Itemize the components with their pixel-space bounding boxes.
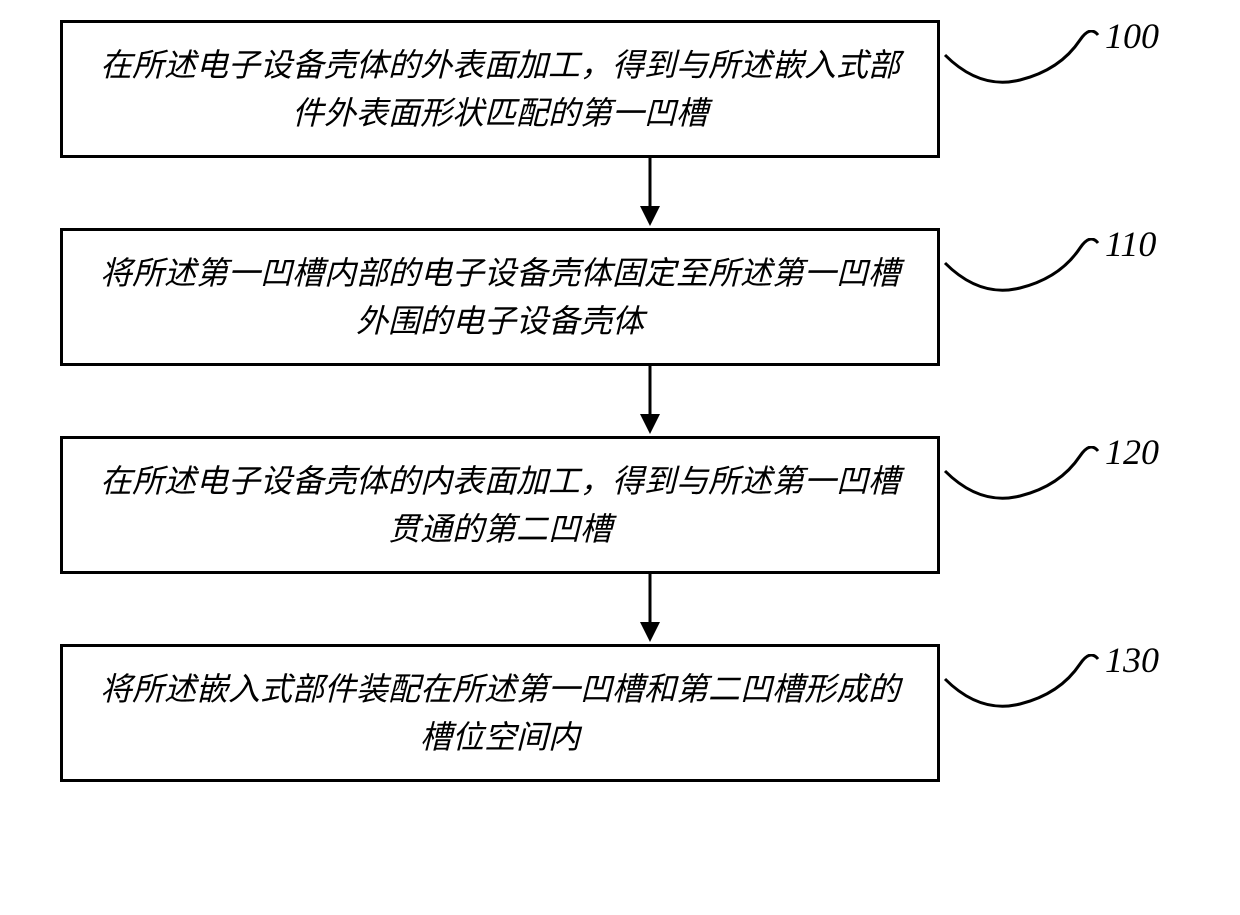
arrow-3: [210, 574, 1090, 644]
connector-110: [940, 238, 1120, 358]
step-box-130: 将所述嵌入式部件装配在所述第一凹槽和第二凹槽形成的槽位空间内: [60, 644, 940, 782]
step-text-130: 将所述嵌入式部件装配在所述第一凹槽和第二凹槽形成的槽位空间内: [100, 671, 900, 755]
arrow-2: [210, 366, 1090, 436]
connector-120: [940, 446, 1120, 566]
step-text-100: 在所述电子设备壳体的外表面加工，得到与所述嵌入式部件外表面形状匹配的第一凹槽: [100, 47, 900, 131]
step-text-110: 将所述第一凹槽内部的电子设备壳体固定至所述第一凹槽外围的电子设备壳体: [100, 255, 900, 339]
arrow-1: [210, 158, 1090, 228]
step-label-100: 100: [1105, 15, 1159, 57]
step-box-120: 在所述电子设备壳体的内表面加工，得到与所述第一凹槽贯通的第二凹槽: [60, 436, 940, 574]
step-label-110: 110: [1105, 223, 1156, 265]
flowchart-container: 在所述电子设备壳体的外表面加工，得到与所述嵌入式部件外表面形状匹配的第一凹槽 1…: [0, 20, 1240, 782]
step-label-130: 130: [1105, 639, 1159, 681]
step-container-120: 在所述电子设备壳体的内表面加工，得到与所述第一凹槽贯通的第二凹槽 120: [0, 436, 1240, 574]
step-container-130: 将所述嵌入式部件装配在所述第一凹槽和第二凹槽形成的槽位空间内 130: [0, 644, 1240, 782]
connector-130: [940, 654, 1120, 774]
step-box-100: 在所述电子设备壳体的外表面加工，得到与所述嵌入式部件外表面形状匹配的第一凹槽: [60, 20, 940, 158]
step-text-120: 在所述电子设备壳体的内表面加工，得到与所述第一凹槽贯通的第二凹槽: [100, 463, 900, 547]
step-box-110: 将所述第一凹槽内部的电子设备壳体固定至所述第一凹槽外围的电子设备壳体: [60, 228, 940, 366]
step-label-120: 120: [1105, 431, 1159, 473]
arrow-down-icon: [630, 574, 670, 644]
step-container-100: 在所述电子设备壳体的外表面加工，得到与所述嵌入式部件外表面形状匹配的第一凹槽 1…: [0, 20, 1240, 158]
arrow-down-icon: [630, 158, 670, 228]
connector-100: [940, 30, 1120, 150]
arrow-down-icon: [630, 366, 670, 436]
step-container-110: 将所述第一凹槽内部的电子设备壳体固定至所述第一凹槽外围的电子设备壳体 110: [0, 228, 1240, 366]
